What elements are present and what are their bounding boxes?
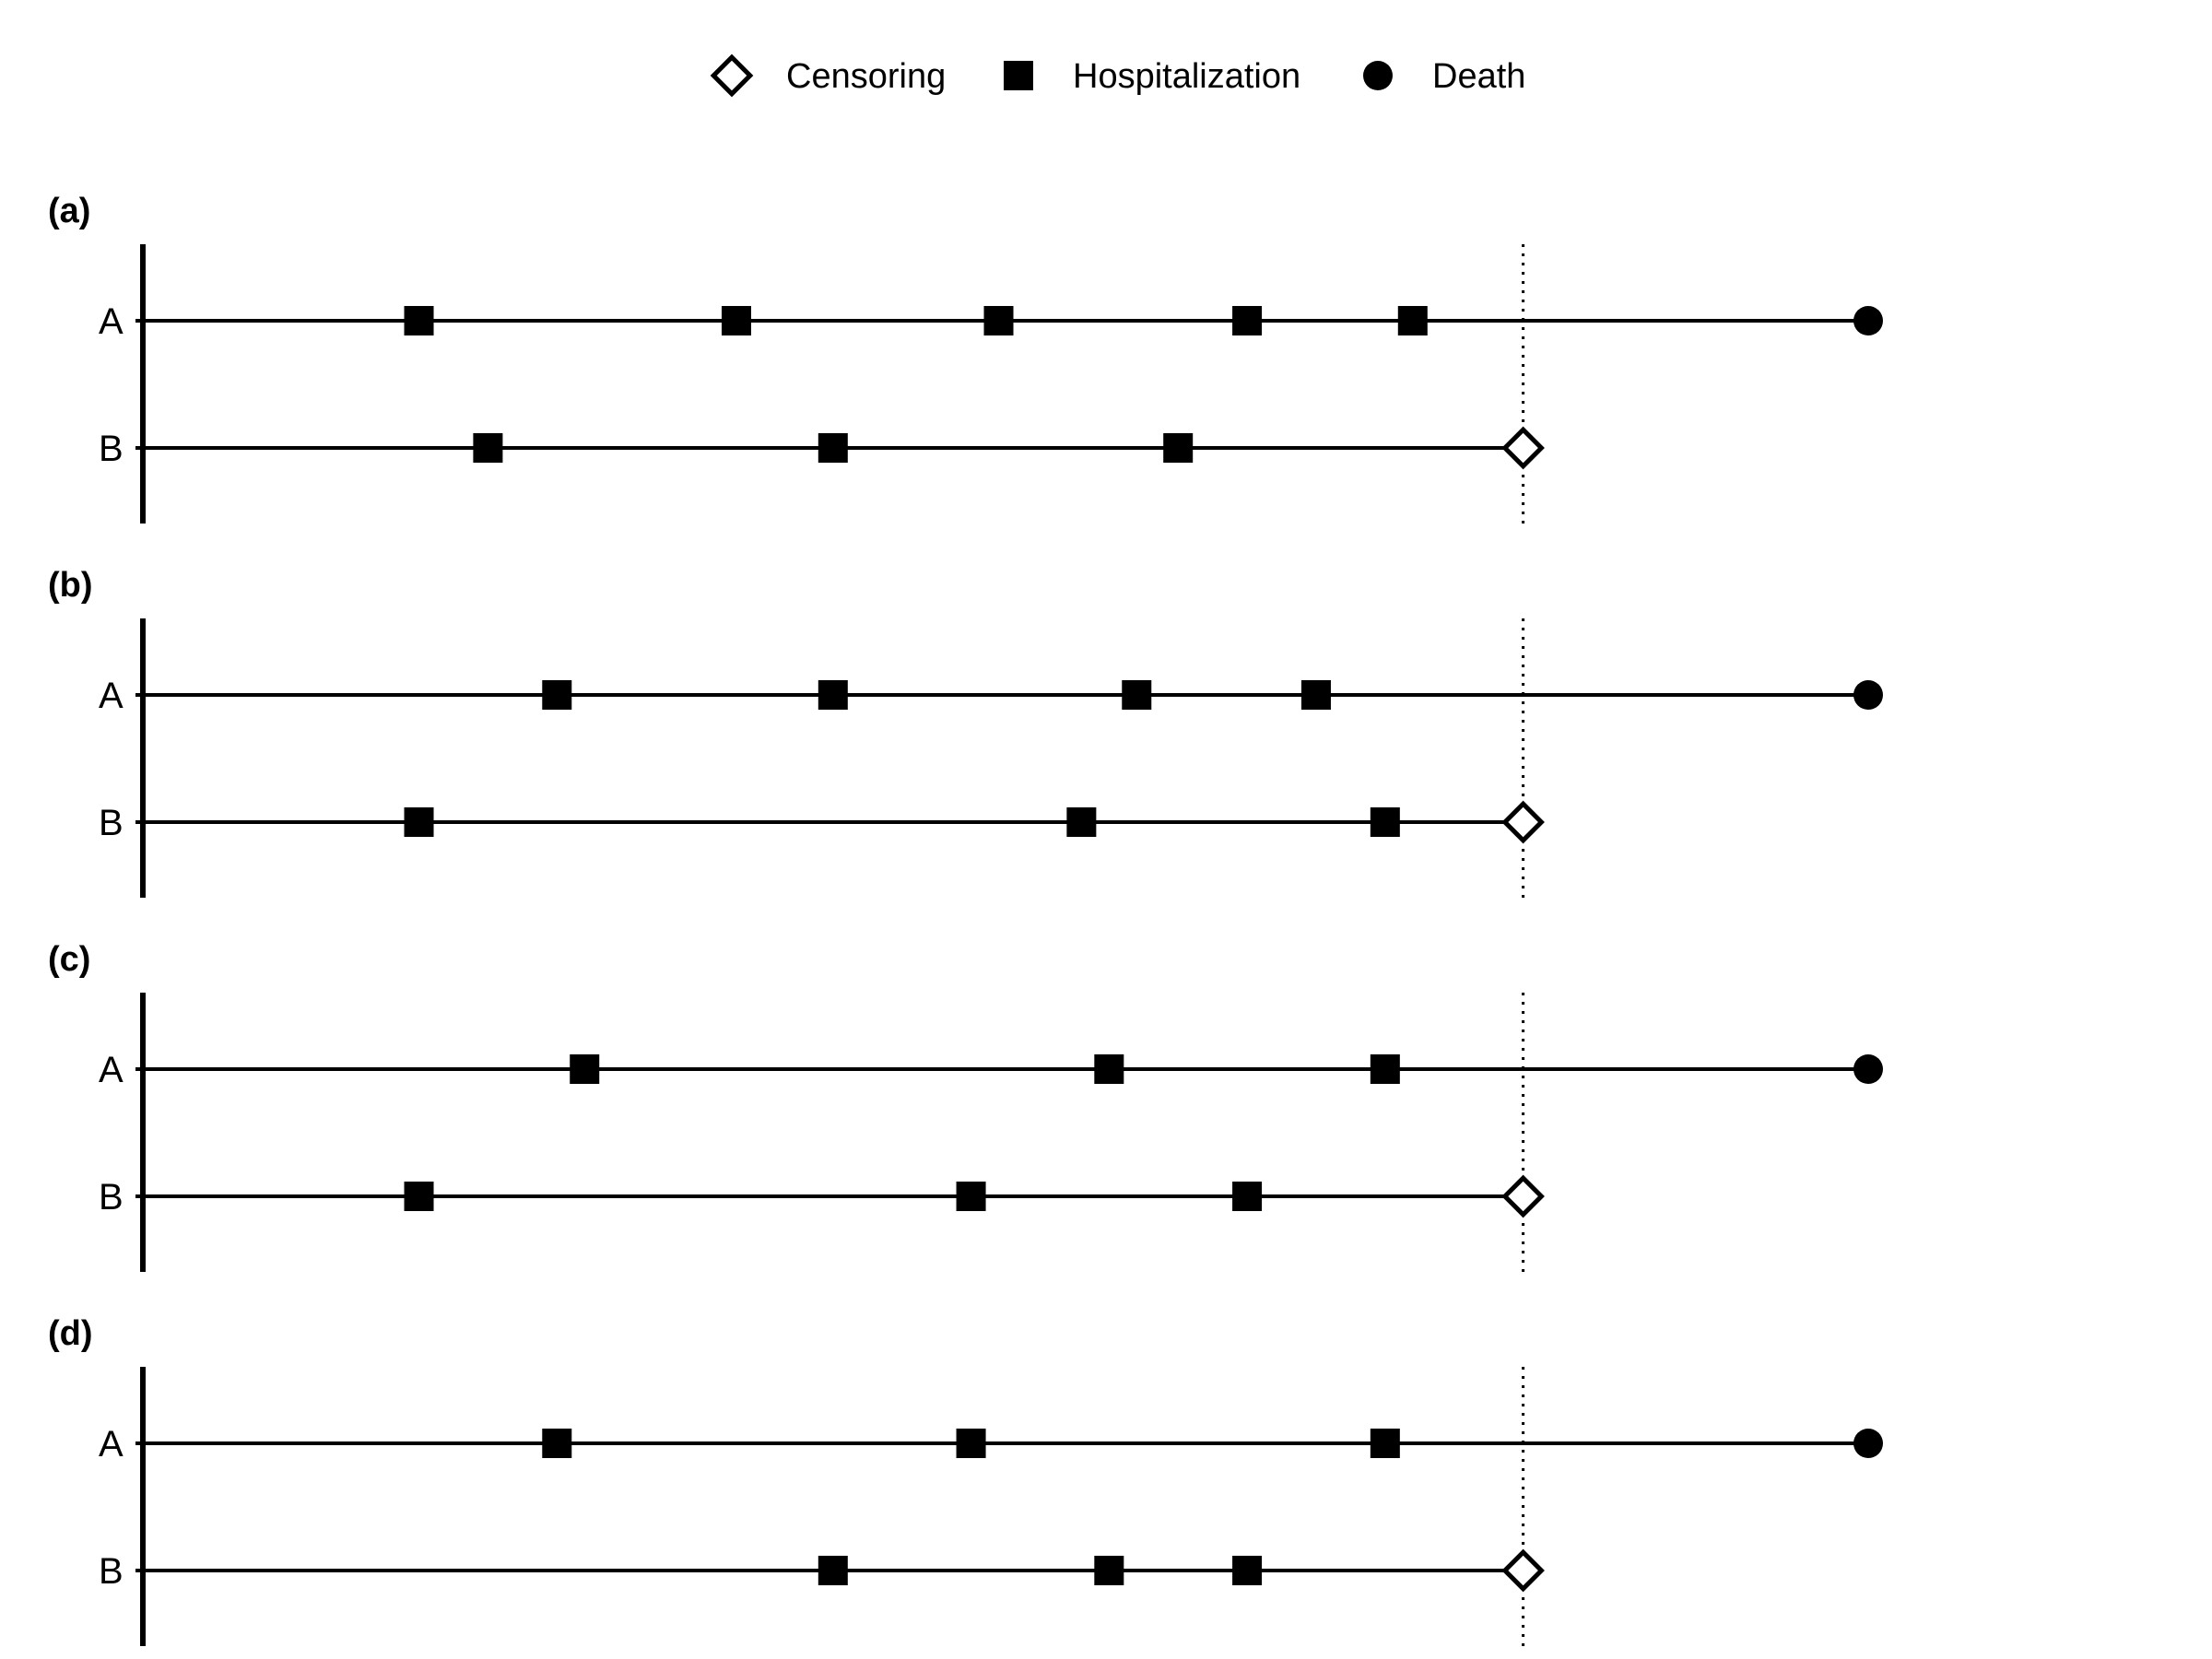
hospitalization-marker <box>570 1054 600 1084</box>
censoring-marker <box>1501 1174 1545 1218</box>
hospitalization-marker <box>1232 306 1263 335</box>
legend: Censoring Hospitalization Death <box>710 53 1525 98</box>
hospitalization-marker <box>1232 1556 1263 1585</box>
hospitalization-marker <box>1094 1556 1124 1585</box>
hospitalization-marker <box>473 433 503 463</box>
censoring-marker <box>1501 800 1545 844</box>
hospitalization-marker <box>983 306 1014 335</box>
hospitalization-marker <box>404 1182 434 1211</box>
row-label: A <box>99 1050 124 1090</box>
panel-label: (c) <box>48 940 90 979</box>
hospitalization-marker <box>1300 680 1331 710</box>
hospitalization-marker <box>818 433 848 463</box>
panels: (a) A B (b) A B (c) A B (d) A B <box>48 192 1883 1646</box>
hospitalization-marker <box>404 306 434 335</box>
row-label: B <box>99 429 124 469</box>
row-label: B <box>99 1551 124 1592</box>
legend-hospitalization-label: Hospitalization <box>1073 57 1300 96</box>
hospitalization-marker <box>542 680 572 710</box>
panel-label: (a) <box>48 192 90 230</box>
hospitalization-marker <box>818 1556 848 1585</box>
hospitalization-marker <box>542 1429 572 1458</box>
censoring-marker <box>1501 1548 1545 1593</box>
legend-hospitalization-marker <box>1004 61 1033 90</box>
hospitalization-marker <box>1232 1182 1263 1211</box>
legend-death-marker <box>1363 61 1393 90</box>
hospitalization-marker <box>404 807 434 837</box>
legend-death-label: Death <box>1432 57 1525 96</box>
hospitalization-marker <box>1122 680 1152 710</box>
hospitalization-marker <box>1370 807 1400 837</box>
panel-0: (a) A B <box>48 192 1883 524</box>
panel-3: (d) A B <box>48 1314 1883 1646</box>
row-label: A <box>99 301 124 342</box>
hospitalization-marker <box>1066 807 1097 837</box>
death-marker <box>1853 680 1883 710</box>
row-label: B <box>99 1177 124 1218</box>
hospitalization-marker <box>956 1182 986 1211</box>
hospitalization-marker <box>956 1429 986 1458</box>
panel-2: (c) A B <box>48 940 1883 1272</box>
hospitalization-marker <box>1094 1054 1124 1084</box>
legend-censoring-label: Censoring <box>786 57 946 96</box>
legend-censoring-marker <box>710 53 754 98</box>
panel-label: (d) <box>48 1314 93 1353</box>
hospitalization-marker <box>1397 306 1428 335</box>
death-marker <box>1853 1054 1883 1084</box>
row-label: A <box>99 1424 124 1465</box>
hospitalization-marker <box>721 306 751 335</box>
hospitalization-marker <box>1370 1054 1400 1084</box>
hospitalization-marker <box>1163 433 1194 463</box>
censoring-marker <box>1501 426 1545 470</box>
panel-label: (b) <box>48 566 93 605</box>
death-marker <box>1853 306 1883 335</box>
row-label: A <box>99 676 124 716</box>
panel-1: (b) A B <box>48 566 1883 898</box>
row-label: B <box>99 803 124 843</box>
hospitalization-marker <box>1370 1429 1400 1458</box>
hospitalization-marker <box>818 680 848 710</box>
death-marker <box>1853 1429 1883 1458</box>
